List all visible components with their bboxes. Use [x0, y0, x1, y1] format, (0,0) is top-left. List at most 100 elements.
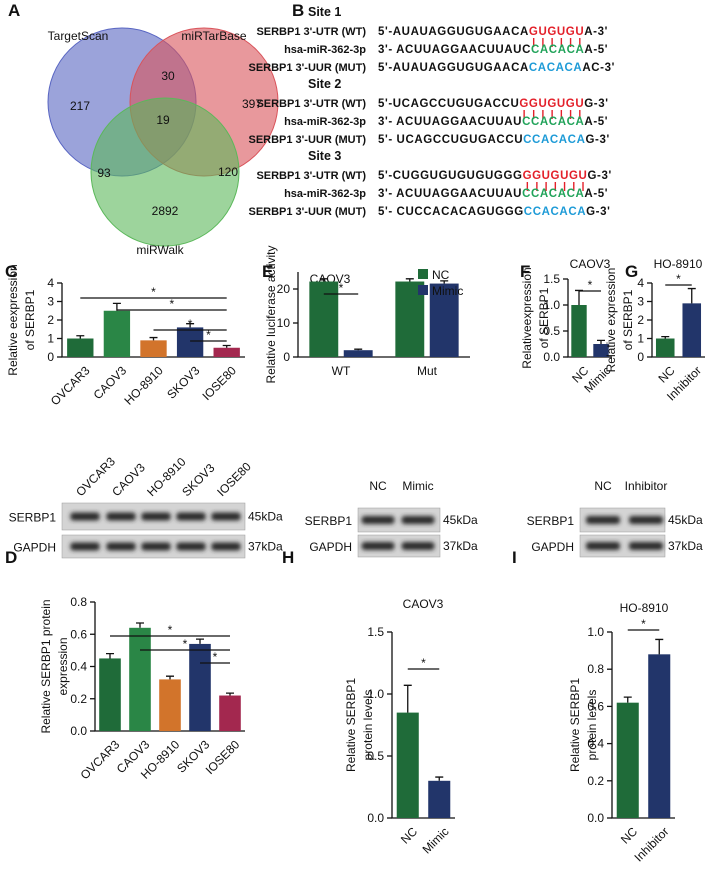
- blot-size: 45kDa: [443, 513, 478, 527]
- significance-label: *: [213, 650, 218, 664]
- significance-label: *: [421, 656, 426, 670]
- panel-label: G: [625, 262, 638, 281]
- y-tick-label: 1.0: [543, 298, 560, 312]
- bar: [429, 283, 459, 357]
- bar: [140, 340, 167, 357]
- venn-count: 19: [156, 113, 170, 127]
- blot-row-label: GAPDH: [309, 540, 352, 554]
- blot-band: [361, 516, 395, 524]
- y-tick-label: 0: [637, 350, 644, 364]
- error-bar: [319, 278, 328, 282]
- y-tick-label: 0.8: [587, 662, 604, 676]
- sequence: 5'- CUCCACACAGUGGGCCACACAG-3': [378, 206, 610, 218]
- error-bar: [196, 638, 204, 644]
- venn-set-label: miRWalk: [136, 243, 184, 257]
- panel-label: B: [292, 1, 304, 20]
- sequence-segment: 3'- ACUUAGGAACUUAU: [378, 188, 522, 200]
- sequence-label: SERBP1 3'-UTR (WT): [256, 170, 366, 182]
- blot-size: 37kDa: [248, 540, 283, 554]
- sequence-segment: CCACACA: [522, 116, 584, 128]
- x-tick-label: Mut: [417, 364, 438, 378]
- x-tick-label: NC: [398, 824, 420, 846]
- significance-label: *: [168, 623, 173, 637]
- blot-row-label: SERBP1: [527, 514, 575, 528]
- blot-band: [70, 512, 100, 521]
- sequence-segment: CCACACA: [524, 206, 586, 218]
- y-tick-label: 0.8: [70, 595, 87, 609]
- x-tick-label: IOSE80: [203, 737, 243, 777]
- y-tick-label: 1: [47, 332, 54, 346]
- sequence-segment: 5'-AUAUAGGUGUGAACA: [378, 26, 529, 38]
- blot-strip: [357, 534, 441, 558]
- y-tick-label: 0.5: [543, 324, 560, 338]
- y-tick-label: 0.2: [70, 692, 87, 706]
- blot-band: [141, 542, 171, 551]
- y-tick-label: 0.2: [587, 774, 604, 788]
- sequence-label: hsa-miR-362-3p: [284, 44, 366, 56]
- blot-row-label: GAPDH: [13, 541, 56, 555]
- error-bar: [136, 622, 144, 628]
- bar: [103, 310, 131, 357]
- venn-count: 30: [161, 69, 175, 83]
- sequence: 3'- ACUUAGGAACUUAUCCACACAA-5': [378, 44, 608, 56]
- bar: [655, 338, 675, 357]
- y-tick-label: 0.6: [70, 627, 87, 641]
- error-bar: [149, 336, 158, 341]
- legend-label: Mimic: [432, 284, 463, 298]
- legend-label: NC: [432, 268, 450, 282]
- panel-label: I: [512, 548, 517, 567]
- sequence-segment: A-5': [584, 44, 608, 56]
- sequence: 3'- ACUUAGGAACUUAUCCACACAA-5': [378, 116, 608, 128]
- x-tick-label: SKOV3: [164, 363, 202, 401]
- y-axis-label: Relative expression: [604, 268, 618, 373]
- panel-label: F: [520, 262, 530, 281]
- y-tick-label: 0.4: [587, 737, 604, 751]
- blot-band: [141, 512, 171, 521]
- blot-band: [70, 542, 100, 551]
- y-tick-label: 0.0: [543, 350, 560, 364]
- error-bar: [403, 684, 412, 713]
- blot-band: [586, 516, 620, 524]
- sequence: 5'-UCAGCCUGUGACCUGGUGUGUG-3': [378, 98, 609, 110]
- sequence-segment: CACACA: [531, 44, 584, 56]
- sequence-label: hsa-miR-362-3p: [284, 188, 366, 200]
- venn-set: [90, 97, 240, 247]
- x-tick-label: Mimic: [420, 824, 452, 856]
- bar: [396, 712, 419, 818]
- blot-row-label: SERBP1: [305, 514, 353, 528]
- sequence-segment: 5'- CUCCACACAGUGGG: [378, 206, 524, 218]
- bar: [213, 347, 240, 357]
- error-bar: [661, 336, 670, 339]
- y-tick-label: 1.0: [367, 687, 384, 701]
- y-tick-label: 4: [47, 276, 54, 290]
- sequence-segment: 5'-UCAGCCUGUGACCU: [378, 98, 519, 110]
- blot-band: [361, 542, 395, 550]
- sequence-segment: GGUGUGU: [519, 98, 584, 110]
- bar: [571, 305, 587, 357]
- venn-count: 120: [218, 165, 238, 179]
- chart-title: CAOV3: [570, 257, 611, 271]
- panel-label: A: [8, 1, 20, 20]
- sequence-segment: GGUGUGU: [523, 170, 588, 182]
- error-bar: [354, 348, 363, 351]
- x-tick-label: WT: [332, 364, 351, 378]
- significance-label: *: [206, 328, 211, 342]
- y-tick-label: 0.4: [70, 660, 87, 674]
- legend-swatch: [418, 269, 428, 279]
- sequence-segment: CCACACA: [522, 188, 584, 200]
- error-bar: [655, 638, 664, 655]
- y-tick-label: 0: [47, 350, 54, 364]
- sequence-segment: G-3': [586, 134, 610, 146]
- lane-label: Mimic: [402, 479, 433, 493]
- significance-label: *: [641, 617, 646, 631]
- chart-title: CAOV3: [403, 597, 444, 611]
- y-axis-label: Relative SERBP1: [344, 678, 358, 772]
- lane-label: IOSE80: [214, 459, 254, 499]
- site-title: Site 2: [308, 77, 341, 91]
- error-bar: [623, 696, 632, 703]
- venn-count: 217: [70, 99, 90, 113]
- y-tick-label: 0.0: [367, 811, 384, 825]
- chart-title: HO-8910: [654, 257, 703, 271]
- sequence-segment: GUGUGU: [529, 26, 584, 38]
